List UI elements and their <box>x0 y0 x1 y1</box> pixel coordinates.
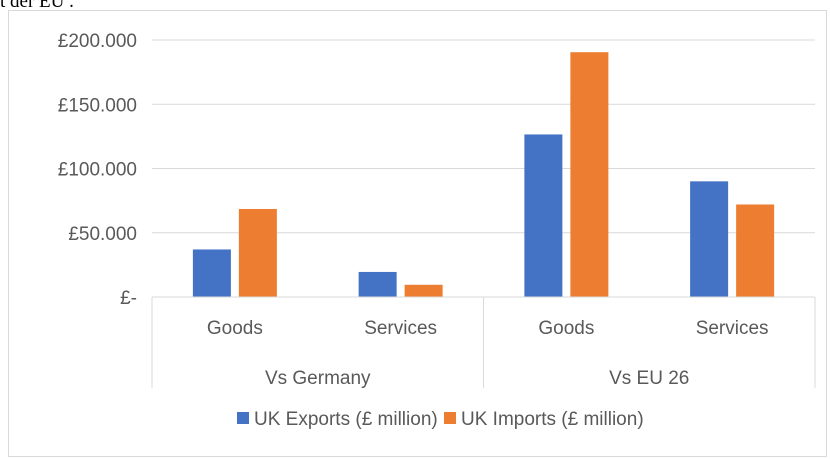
y-tick-label: £- <box>120 288 137 309</box>
y-tick-label: £150.000 <box>58 95 137 116</box>
bar-exports <box>690 181 729 297</box>
x-category-label: Goods <box>538 318 594 339</box>
y-tick-label: £50.000 <box>68 224 137 245</box>
bar-exports <box>192 249 231 297</box>
y-axis-labels: £- £50.000 £100.000 £150.000 £200.000 <box>58 31 137 309</box>
legend-label: UK Exports (£ million) <box>254 409 438 430</box>
chart-area <box>8 10 827 457</box>
x-category-label: Goods <box>207 318 263 339</box>
legend-swatch <box>237 412 249 424</box>
bars <box>192 52 775 297</box>
bar-imports <box>570 52 609 297</box>
bar-exports <box>358 271 397 297</box>
y-tick-label: £100.000 <box>58 160 137 181</box>
bar-imports <box>238 208 277 297</box>
bar-imports <box>404 284 443 297</box>
header-text-fragment: t der EU . <box>0 0 74 12</box>
legend-label: UK Imports (£ million) <box>461 409 644 430</box>
y-tick-label: £200.000 <box>58 31 137 52</box>
x-category-label: Services <box>696 318 769 339</box>
bar-imports <box>736 204 775 297</box>
x-group-label: Vs Germany <box>265 368 371 389</box>
x-category-label: Services <box>364 318 437 339</box>
legend-swatch <box>444 412 456 424</box>
legend: UK Exports (£ million) UK Imports (£ mill… <box>237 409 644 430</box>
x-axis: Goods Services Goods Services Vs Germany Vs E… <box>151 296 816 389</box>
x-group-label: Vs EU 26 <box>609 368 689 389</box>
bar-exports <box>524 134 563 297</box>
